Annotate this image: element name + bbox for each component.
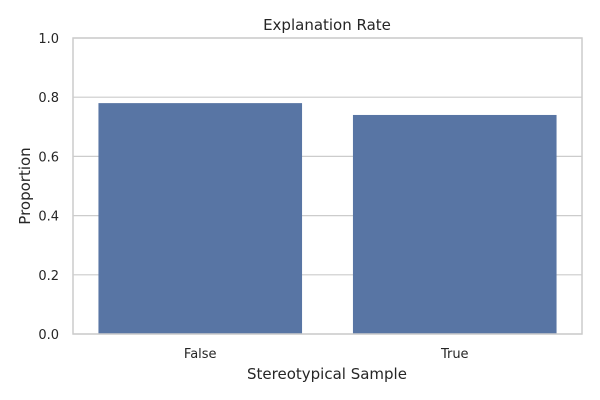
y-tick-label: 0.2: [38, 269, 59, 284]
chart-title: Explanation Rate: [263, 16, 391, 34]
x-axis-ticks: False True: [184, 347, 469, 362]
y-tick-label: 0.6: [38, 150, 59, 165]
y-tick-label: 0.8: [38, 91, 59, 106]
y-tick-label: 1.0: [38, 32, 59, 47]
bar-false: [98, 103, 303, 335]
bar-true: [352, 114, 557, 335]
x-axis-label: Stereotypical Sample: [247, 365, 407, 383]
y-tick-label: 0.0: [38, 328, 59, 343]
y-axis-ticks: 0.0 0.2 0.4 0.6 0.8 1.0: [38, 32, 59, 343]
y-tick-label: 0.4: [38, 210, 59, 225]
plot-frame: [72, 37, 583, 335]
bars: [98, 103, 557, 335]
x-tick-label: True: [440, 347, 469, 362]
y-axis-label: Proportion: [16, 147, 34, 224]
x-tick-label: False: [184, 347, 217, 362]
